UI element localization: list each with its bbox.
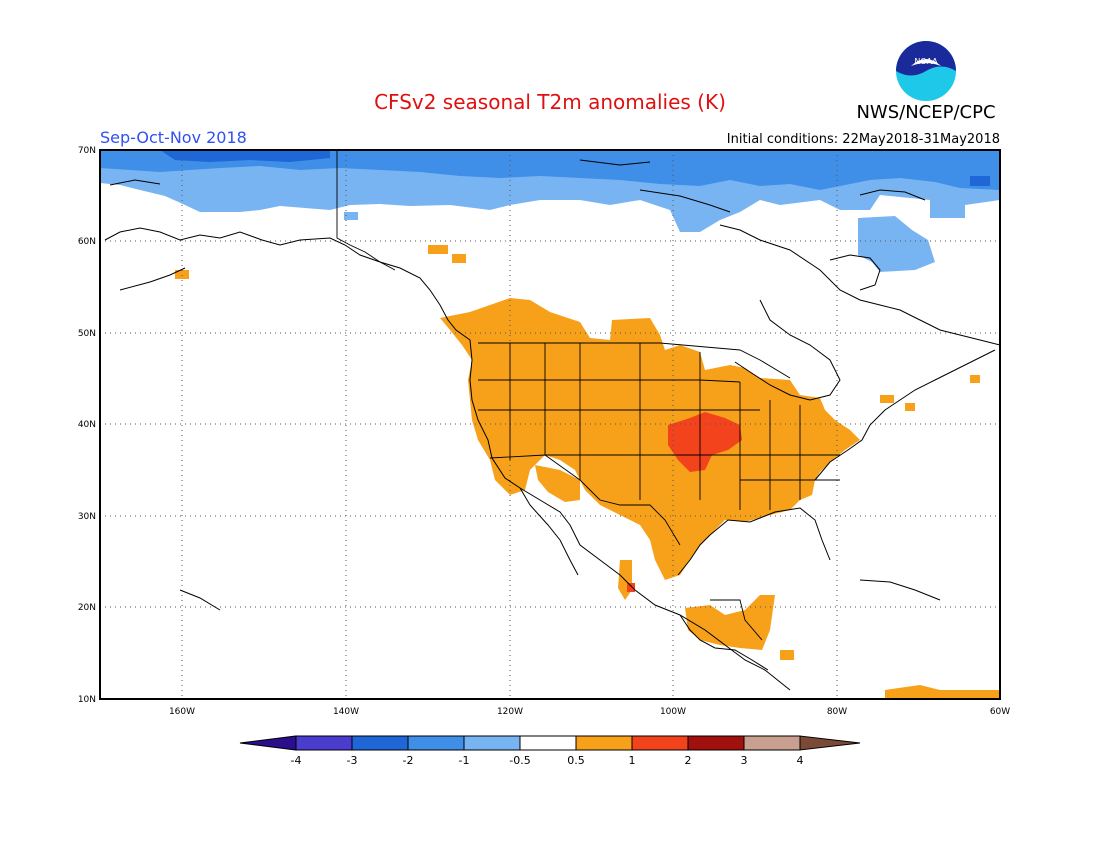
colorbar-arrow-low [239, 735, 297, 751]
warm-anomaly-cell [452, 254, 466, 263]
warm-anomaly-central-america-region [685, 595, 775, 650]
warm-anomaly-baja-region [535, 465, 580, 502]
colorbar-label: 2 [685, 754, 692, 767]
colorbar-arrow-high [799, 735, 861, 751]
colorbar-label: -4 [291, 754, 302, 767]
lon-tick-label: 100W [660, 707, 686, 717]
lat-tick-label: 60N [78, 237, 96, 247]
colorbar-swatch [687, 735, 745, 751]
lat-tick-label: 70N [78, 146, 96, 156]
colorbar-label: -0.5 [509, 754, 530, 767]
agency-label: NWS/NCEP/CPC [856, 102, 996, 123]
colorbar-label: 3 [741, 754, 748, 767]
lon-tick-label: 160W [169, 707, 195, 717]
lat-tick-label: 40N [78, 420, 96, 430]
cold-anomaly-cell [344, 212, 358, 220]
colorbar-label: -2 [403, 754, 414, 767]
lat-tick-label: 10N [78, 695, 96, 705]
lon-tick-label: 60W [990, 707, 1010, 717]
colorbar-swatch [743, 735, 801, 751]
warm-anomaly-cell [780, 650, 794, 660]
svg-text:NOAA: NOAA [914, 57, 938, 66]
lat-tick-label: 50N [78, 329, 96, 339]
warm-anomaly-cell [175, 270, 189, 279]
colorbar-label: 4 [797, 754, 804, 767]
map-frame [99, 149, 1001, 700]
lat-tick-label: 20N [78, 603, 96, 613]
colorbar-swatch [631, 735, 689, 751]
lon-tick-label: 140W [333, 707, 359, 717]
warm-anomaly-cell [627, 583, 635, 592]
map-title: CFSv2 seasonal T2m anomalies (K) [374, 90, 726, 114]
cold-anomaly-dark-region [160, 150, 330, 162]
season-label: Sep-Oct-Nov 2018 [100, 128, 247, 147]
axis-labels: 160W 140W 120W 100W 80W 60W 10N 20N 30N … [78, 146, 1010, 717]
political-borders [336, 150, 840, 641]
warm-anomaly-strong-region [668, 412, 742, 472]
colorbar-swatch [463, 735, 521, 751]
warm-anomaly-cell [970, 375, 980, 383]
lon-tick-label: 80W [827, 707, 847, 717]
lat-tick-label: 30N [78, 512, 96, 522]
colorbar-swatch [351, 735, 409, 751]
cold-anomaly-medium-region [100, 150, 1000, 190]
graticule [100, 150, 1000, 699]
colorbar-swatch [295, 735, 353, 751]
warm-anomaly-cell [905, 403, 915, 411]
cold-anomaly-cell [970, 176, 990, 186]
warm-anomaly-caribbean-region [885, 685, 1000, 699]
colorbar-label: -1 [459, 754, 470, 767]
cold-anomaly-hudson-region [858, 216, 935, 272]
warm-anomaly-cell [428, 245, 448, 254]
colorbar-label: 0.5 [567, 754, 585, 767]
noaa-logo-icon: NOAA [896, 41, 956, 101]
colorbar-label: 1 [629, 754, 636, 767]
coastlines [104, 159, 1000, 691]
colorbar-swatch [519, 735, 577, 751]
colorbar-swatch [407, 735, 465, 751]
lon-tick-label: 120W [497, 707, 523, 717]
initial-conditions-label: Initial conditions: 22May2018-31May2018 [726, 132, 1000, 147]
warm-anomaly-cell [880, 395, 894, 403]
colorbar-label: -3 [347, 754, 358, 767]
colorbar-swatch [575, 735, 633, 751]
